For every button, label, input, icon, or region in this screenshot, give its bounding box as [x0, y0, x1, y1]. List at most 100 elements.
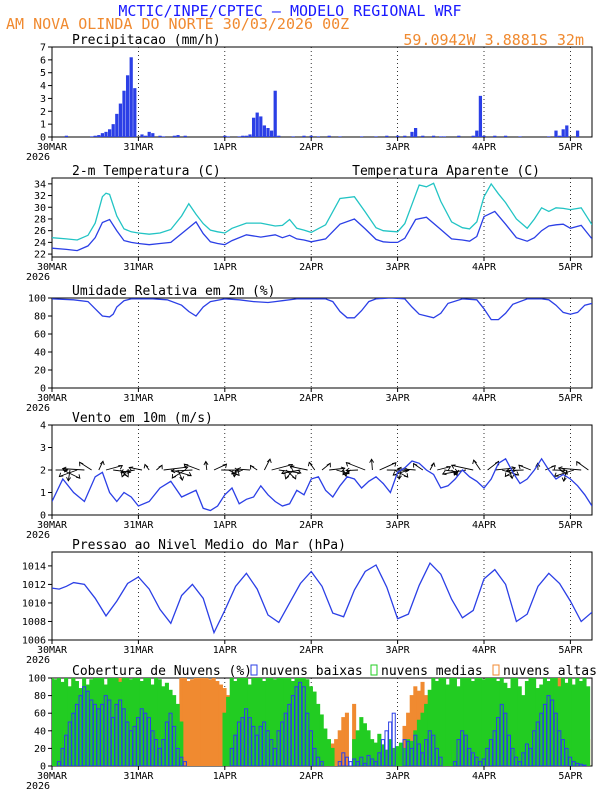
x-tick-label: 5APR [558, 142, 583, 153]
wind-arrow [371, 459, 373, 471]
cloud-bar [337, 730, 342, 766]
legend-label: nuvens altas [503, 664, 597, 679]
precip-bar [478, 95, 483, 137]
cloud-bar [330, 747, 335, 766]
precip-bar [133, 88, 137, 137]
cloud-bar [402, 739, 407, 766]
x-tick-label: 3APR [386, 520, 411, 531]
cloud-bar [193, 678, 198, 766]
cloud-bar [136, 717, 141, 766]
cloud-bar [564, 682, 569, 766]
cloud-bar [168, 712, 173, 766]
cloud-bar [161, 739, 166, 766]
cloud-bar [100, 703, 105, 766]
cloud-bar [532, 678, 537, 766]
cloud-bar [355, 761, 360, 766]
cloud-bar [582, 678, 587, 766]
wind-arrow-head [342, 470, 347, 476]
cloud-bar [150, 730, 155, 766]
cloud-bar [431, 734, 436, 766]
cloud-bar [445, 684, 450, 766]
precip-bar [183, 135, 187, 137]
cloud-bar [370, 758, 375, 766]
y-tick-label: 0 [40, 384, 46, 395]
cloud-bar [233, 734, 238, 766]
cloud-bar [319, 714, 324, 766]
wind-arrow [281, 469, 301, 474]
wind-arrow-head [292, 474, 297, 480]
wind-arrow-head [557, 466, 563, 472]
cloud-bar [571, 684, 576, 766]
cloud-bar [290, 695, 295, 766]
y-tick-label: 1008 [22, 617, 46, 628]
x-tick-label: 5APR [558, 393, 583, 404]
wind-arrow-head [120, 472, 126, 478]
y-tick-label: 0 [40, 762, 46, 773]
y-tick-label: 2 [40, 466, 46, 477]
wind-arrow [398, 469, 402, 480]
cloud-bar [157, 679, 162, 766]
wind-arrow-head [79, 461, 84, 467]
precip-bar [223, 135, 227, 137]
wind-arrow-head [179, 476, 185, 482]
precip-bar [248, 134, 252, 137]
precip-bar [255, 112, 259, 137]
wind-arrow [98, 461, 104, 471]
x-tick-label: 5APR [558, 520, 583, 531]
panel-title: Vento em 10m (m/s) [72, 411, 213, 426]
cloud-bar [258, 678, 263, 766]
wind-arrow-head [446, 466, 452, 471]
precip-bar [471, 135, 475, 137]
cloud-bar [240, 717, 245, 766]
cloud-bar [341, 752, 346, 766]
x-tick-label: 1APR [213, 393, 238, 404]
cloud-bar [215, 681, 220, 766]
cloud-bar [132, 725, 137, 766]
x-tick-label: 2APR [299, 771, 324, 782]
y-tick-label: 4 [40, 81, 46, 92]
panel-3: 0 20 40 60 80 100 30MAR 31MAR 1APR 2APR 3APR 4APR 5A… [26, 284, 593, 414]
precip-bar [338, 136, 342, 137]
wind-arrow-head [187, 471, 192, 477]
wind-arrow-head [397, 475, 402, 480]
header-title: MCTIC/INPE/CPTEC – MODELO REGIONAL WRF [118, 2, 461, 20]
wind-arrow-head [450, 464, 456, 469]
y-tick-label: 24 [34, 238, 46, 249]
cloud-bar [92, 703, 97, 766]
cloud-bar [337, 761, 342, 766]
cloud-bar [182, 678, 187, 766]
wind-arrow-head [504, 472, 510, 478]
y-tick-label: 7 [40, 43, 46, 54]
precip-bar [93, 135, 97, 137]
cloud-bar [179, 756, 184, 766]
cloud-bar [287, 703, 292, 766]
y-tick-label: 80 [34, 312, 46, 323]
precip-bar [241, 135, 245, 137]
y-tick-label: 32 [34, 191, 46, 202]
x-tick-label: 1APR [213, 645, 238, 656]
x-year-label: 2026 [26, 655, 50, 666]
wind-arrow-head [232, 472, 238, 478]
cloud-bar [208, 679, 213, 766]
panel-1: 0 1 2 3 4 5 67 30MAR 31MAR 1APR 2APR 3APR 4APR 5APR 20… [26, 33, 593, 163]
cloud-bar [488, 739, 493, 766]
wind-arrow-head [403, 473, 409, 478]
y-tick-label: 100 [28, 674, 46, 685]
cloud-bar [463, 734, 468, 766]
cloud-bar [564, 747, 569, 766]
panel-title: Cobertura de Nuvens (%) [72, 664, 252, 679]
y-tick-label: 1 [40, 120, 46, 131]
cloud-bar [467, 678, 472, 766]
precip-bar [439, 136, 443, 137]
cloud-bar [478, 678, 483, 766]
precip-bar [115, 113, 119, 137]
cloud-bar [388, 721, 393, 766]
cloud-bar [373, 761, 378, 766]
cloud-bar [298, 681, 303, 766]
cloud-bar [251, 725, 256, 766]
cloud-bar [200, 678, 205, 766]
cloud-bar [118, 699, 123, 766]
x-tick-label: 31MAR [123, 771, 154, 782]
cloud-bar [164, 721, 169, 766]
cloud-bar [362, 723, 367, 766]
